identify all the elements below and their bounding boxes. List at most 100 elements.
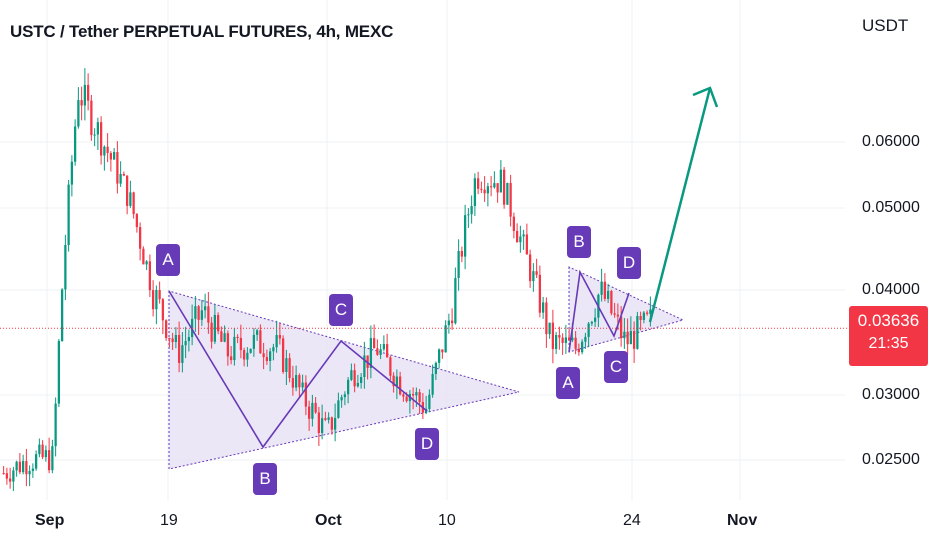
candle-body — [220, 331, 223, 342]
candle-body — [161, 299, 165, 321]
candle-body — [405, 396, 408, 402]
candle-body — [15, 461, 18, 471]
candle-body — [327, 417, 330, 420]
candle-body — [158, 290, 161, 300]
candle-body — [473, 178, 477, 207]
candle-body — [246, 352, 249, 360]
candle-body — [135, 214, 139, 228]
pattern2-point-b-label: B — [567, 226, 591, 258]
candle-body — [525, 234, 529, 255]
candle-body — [470, 206, 473, 215]
candle-body — [57, 341, 61, 404]
candle-body — [67, 184, 70, 246]
candle-body — [522, 234, 525, 237]
candle-body — [545, 302, 548, 335]
candle-body — [616, 314, 620, 317]
candle-body — [47, 450, 51, 471]
candle-body — [532, 271, 535, 282]
candle-body — [129, 192, 132, 206]
candle-body — [457, 250, 460, 278]
candle-body — [330, 417, 334, 430]
candle-body — [610, 290, 613, 314]
x-tick-label: 24 — [623, 512, 641, 529]
candle-body — [467, 214, 470, 216]
candle-body — [593, 317, 597, 322]
candle-body — [431, 373, 434, 395]
candle-body — [96, 122, 100, 135]
y-axis-unit: USDT — [862, 16, 909, 35]
candle-body — [307, 406, 311, 419]
pattern1-point-d-label: D — [415, 428, 439, 460]
candle-body — [372, 338, 376, 349]
candle-body — [116, 152, 119, 184]
candle-body — [346, 379, 350, 395]
pattern2-point-c-label: C — [604, 351, 628, 383]
candle-body — [649, 309, 652, 314]
candle-body — [454, 277, 457, 324]
pattern1-point-a-label: A — [156, 244, 180, 276]
candle-body — [564, 337, 568, 343]
candle-body — [320, 418, 324, 433]
candle-body — [70, 161, 74, 185]
pattern1-triangle — [168, 290, 520, 470]
candle-body — [437, 349, 441, 363]
candle-body — [203, 306, 207, 311]
candle-body — [272, 347, 275, 352]
candle-body — [428, 394, 431, 409]
candle-body — [265, 357, 269, 362]
candle-body — [350, 370, 353, 380]
y-tick-label: 0.05000 — [862, 199, 920, 216]
candle-body — [151, 290, 155, 310]
candle-body — [223, 333, 226, 342]
candle-body — [44, 450, 48, 458]
candle-body — [174, 335, 178, 343]
candle-body — [155, 290, 158, 310]
candle-body — [255, 330, 259, 335]
pattern2-point-a-label: A — [556, 367, 580, 399]
candle-body — [138, 227, 142, 249]
candle-body — [441, 349, 444, 353]
candle-body — [606, 290, 610, 299]
candle-body — [288, 358, 291, 379]
candle-body — [632, 331, 636, 349]
candle-body — [239, 337, 243, 351]
candle-body — [554, 335, 558, 350]
candle-body — [567, 337, 571, 341]
x-tick-label: 19 — [160, 512, 178, 529]
candle-body — [275, 335, 278, 348]
candle-body — [252, 334, 256, 349]
candle-body — [301, 382, 304, 388]
candle-body — [109, 153, 113, 160]
candle-body — [512, 216, 516, 231]
candle-body — [268, 351, 272, 362]
candle-body — [90, 100, 93, 136]
candle-body — [148, 261, 152, 291]
candle-body — [411, 393, 415, 396]
candle-body — [41, 444, 44, 458]
candle-body — [359, 377, 363, 383]
candle-body — [324, 418, 327, 420]
projection-arrow-head — [692, 86, 719, 108]
pattern1-zigzag — [168, 290, 428, 449]
candle-body — [389, 357, 392, 376]
candle-body — [541, 302, 545, 313]
candle-body — [51, 446, 54, 471]
x-tick-label: Sep — [35, 512, 65, 529]
candle-body — [590, 321, 594, 324]
candle-body — [226, 333, 230, 357]
pattern2-point-d-label: D — [617, 247, 641, 279]
candle-body — [515, 230, 519, 243]
candle-body — [571, 337, 574, 341]
candle-body — [626, 331, 629, 345]
candle-body — [402, 394, 405, 397]
candle-body — [333, 417, 337, 430]
candle-body — [83, 84, 87, 106]
candle-body — [645, 312, 649, 314]
chart-title: USTC / Tether PERPETUAL FUTURES, 4h, MEX… — [10, 22, 394, 41]
projection-arrow-shaft — [648, 87, 712, 323]
candle-body — [106, 146, 109, 154]
candle-body — [54, 403, 57, 447]
candle-body — [363, 355, 366, 378]
